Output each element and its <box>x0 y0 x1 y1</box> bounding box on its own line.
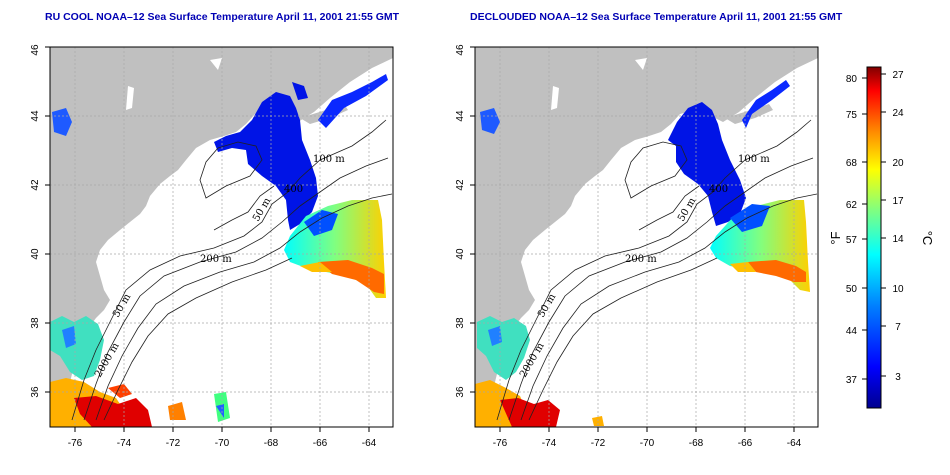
y-tick-labels: 36 38 40 42 44 46 <box>455 44 466 398</box>
x-tick-label: -68 <box>689 438 704 449</box>
sst-cold-water <box>318 74 388 128</box>
sst-cold-water <box>214 92 318 230</box>
x-tick-label: -74 <box>542 438 557 449</box>
x-tick-label: -70 <box>640 438 655 449</box>
colorbar-f-label: 62 <box>846 200 858 211</box>
colorbar-celsius-unit: °C <box>920 231 935 246</box>
bathymetry-contours <box>71 119 393 421</box>
colorbar-f-label: 75 <box>846 110 858 121</box>
map-panel-left: 100 m 400 50 m 200 m 50 m 2000 m -76 -74… <box>30 44 394 449</box>
colorbar-c-label: 3 <box>895 372 901 383</box>
x-axis <box>499 427 795 432</box>
x-tick-label: -74 <box>117 438 132 449</box>
contour-label-400: 400 <box>284 184 303 195</box>
x-tick-label: -68 <box>264 438 279 449</box>
contour-label-200m: 200 m <box>625 254 657 265</box>
sst-cold-water <box>668 102 746 226</box>
colorbar-gradient <box>866 66 882 409</box>
colorbar-c-label: 17 <box>892 196 904 207</box>
y-tick-label: 42 <box>455 179 466 191</box>
y-tick-label: 44 <box>455 110 466 122</box>
y-tick-label: 36 <box>455 386 466 398</box>
sst-cold-patch <box>304 210 338 236</box>
sst-hot-water <box>74 396 152 427</box>
colorbar-celsius-ticks <box>881 73 886 377</box>
sst-patch <box>168 402 186 420</box>
sst-coastal-water <box>488 326 502 346</box>
y-axis <box>45 46 50 393</box>
sst-warm-band <box>318 260 384 294</box>
bathymetry-contours <box>496 119 818 421</box>
colorbar-c-label: 10 <box>892 284 904 295</box>
y-tick-label: 40 <box>455 248 466 260</box>
x-tick-label: -66 <box>738 438 753 449</box>
contour-label-100m: 100 m <box>313 154 345 165</box>
colorbar-fahrenheit-labels: 80 75 68 62 57 50 44 37 <box>846 74 858 386</box>
sst-cold-water <box>742 80 790 128</box>
x-tick-label: -72 <box>166 438 181 449</box>
colorbar-f-label: 57 <box>846 235 858 246</box>
land-mass <box>50 47 393 412</box>
x-tick-label: -70 <box>215 438 230 449</box>
land-mass <box>475 47 818 412</box>
y-tick-label: 36 <box>30 386 41 398</box>
colorbar-fahrenheit-ticks <box>862 77 867 380</box>
colorbar-c-label: 20 <box>892 158 904 169</box>
y-tick-label: 44 <box>30 110 41 122</box>
y-tick-labels: 36 38 40 42 44 46 <box>30 44 41 398</box>
colorbar: 80 75 68 62 57 50 44 37 27 24 20 17 14 1… <box>828 66 935 409</box>
map-title-right: DECLOUDED NOAA–12 Sea Surface Temperatur… <box>470 11 843 23</box>
sst-warm-band <box>300 262 332 272</box>
sst-cold-water <box>52 108 72 136</box>
colorbar-fahrenheit-unit: °F <box>828 231 843 244</box>
contour-label-400: 400 <box>709 184 728 195</box>
x-tick-labels: -76 -74 -72 -70 -68 -66 -64 <box>68 438 377 449</box>
colorbar-c-label: 27 <box>892 70 904 81</box>
x-tick-labels: -76 -74 -72 -70 -68 -66 -64 <box>493 438 802 449</box>
x-axis <box>74 427 370 432</box>
sst-cold-water <box>480 108 500 134</box>
land-patch <box>551 86 559 110</box>
y-axis <box>470 46 475 393</box>
sst-cold-water <box>292 82 308 100</box>
contour-label-100m: 100 m <box>738 154 770 165</box>
y-tick-label: 38 <box>30 317 41 329</box>
x-tick-label: -72 <box>591 438 606 449</box>
y-tick-label: 46 <box>30 44 41 56</box>
map-title-left: RU COOL NOAA–12 Sea Surface Temperature … <box>45 11 400 23</box>
sst-hot-water <box>108 384 132 398</box>
contour-label-200m: 200 m <box>200 254 232 265</box>
land-patch <box>210 58 222 70</box>
y-tick-label: 40 <box>30 248 41 260</box>
sst-hot-water <box>500 398 560 427</box>
land-patch <box>635 58 647 70</box>
colorbar-c-label: 24 <box>892 108 904 119</box>
x-tick-label: -66 <box>313 438 328 449</box>
colorbar-c-label: 7 <box>895 322 901 333</box>
colorbar-c-label: 14 <box>892 234 904 245</box>
sst-coastal-water <box>62 326 76 348</box>
sst-warm-band <box>730 262 756 272</box>
colorbar-f-label: 44 <box>846 326 858 337</box>
grid-lines <box>50 47 393 427</box>
colorbar-f-label: 50 <box>846 284 858 295</box>
colorbar-f-label: 37 <box>846 375 858 386</box>
sst-cold-patch <box>730 204 770 232</box>
x-tick-label: -76 <box>68 438 83 449</box>
map-panel-right: 100 m 400 50 m 200 m 50 m 2000 m -76 -74… <box>455 44 819 449</box>
colorbar-celsius-labels: 27 24 20 17 14 10 7 3 <box>892 70 904 383</box>
y-tick-label: 46 <box>455 44 466 56</box>
x-tick-label: -64 <box>362 438 377 449</box>
y-tick-label: 42 <box>30 179 41 191</box>
y-tick-label: 38 <box>455 317 466 329</box>
x-tick-label: -76 <box>493 438 508 449</box>
x-tick-label: -64 <box>787 438 802 449</box>
sst-warm-band <box>748 260 806 282</box>
colorbar-f-label: 68 <box>846 158 858 169</box>
land-patch <box>126 86 134 110</box>
grid-lines <box>475 47 818 427</box>
colorbar-f-label: 80 <box>846 74 858 85</box>
